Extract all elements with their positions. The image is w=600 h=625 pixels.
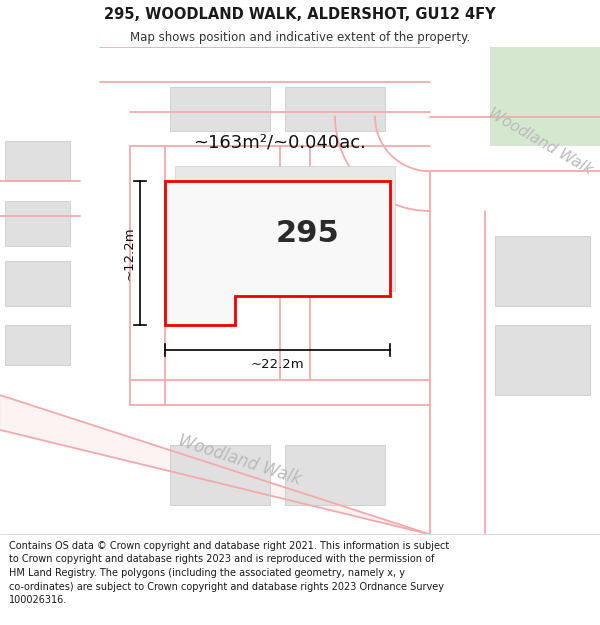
Bar bbox=[495, 236, 590, 306]
Bar bbox=[175, 166, 395, 291]
Polygon shape bbox=[0, 395, 430, 534]
Bar bbox=[5, 326, 70, 365]
Bar bbox=[170, 445, 270, 504]
Text: ~163m²/~0.040ac.: ~163m²/~0.040ac. bbox=[194, 133, 367, 151]
Text: ~12.2m: ~12.2m bbox=[123, 226, 136, 280]
Text: 295, WOODLAND WALK, ALDERSHOT, GU12 4FY: 295, WOODLAND WALK, ALDERSHOT, GU12 4FY bbox=[104, 6, 496, 21]
Bar bbox=[5, 201, 70, 246]
Bar bbox=[5, 261, 70, 306]
Bar bbox=[495, 326, 590, 395]
Bar bbox=[285, 445, 385, 504]
Bar bbox=[285, 87, 385, 131]
Bar bbox=[170, 87, 270, 131]
Text: Woodland Walk: Woodland Walk bbox=[176, 431, 304, 488]
Polygon shape bbox=[490, 47, 600, 146]
Text: Map shows position and indicative extent of the property.: Map shows position and indicative extent… bbox=[130, 31, 470, 44]
Bar bbox=[5, 141, 70, 181]
Text: Contains OS data © Crown copyright and database right 2021. This information is : Contains OS data © Crown copyright and d… bbox=[9, 541, 449, 605]
Text: ~22.2m: ~22.2m bbox=[251, 358, 304, 371]
Polygon shape bbox=[165, 181, 390, 326]
Text: 295: 295 bbox=[275, 219, 340, 248]
Text: Woodland Walk: Woodland Walk bbox=[485, 106, 595, 177]
